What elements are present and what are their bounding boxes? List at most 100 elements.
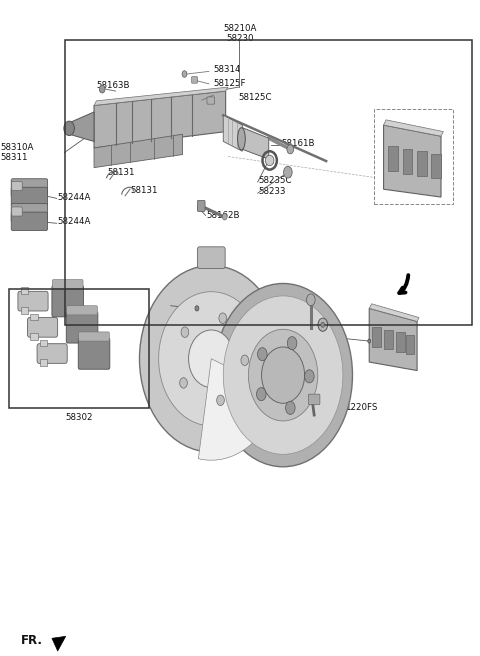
Polygon shape xyxy=(384,125,441,197)
Circle shape xyxy=(258,348,267,361)
FancyBboxPatch shape xyxy=(78,338,110,369)
Ellipse shape xyxy=(265,155,274,166)
Text: 58244A: 58244A xyxy=(57,217,91,226)
Circle shape xyxy=(99,85,105,93)
Text: 58131: 58131 xyxy=(131,186,158,195)
FancyBboxPatch shape xyxy=(11,203,48,222)
Ellipse shape xyxy=(140,266,283,452)
Bar xyxy=(388,146,398,171)
FancyBboxPatch shape xyxy=(279,344,297,374)
Ellipse shape xyxy=(214,283,352,467)
FancyBboxPatch shape xyxy=(192,77,197,83)
Text: 58302: 58302 xyxy=(65,413,93,422)
FancyBboxPatch shape xyxy=(18,291,48,311)
Ellipse shape xyxy=(64,121,74,136)
Ellipse shape xyxy=(248,329,318,421)
FancyBboxPatch shape xyxy=(37,344,67,363)
Bar xyxy=(372,327,381,346)
Bar xyxy=(9,289,149,408)
FancyBboxPatch shape xyxy=(11,187,48,205)
Wedge shape xyxy=(198,359,281,461)
Circle shape xyxy=(286,401,295,415)
Bar xyxy=(432,154,441,178)
Text: 58131: 58131 xyxy=(107,168,134,176)
Polygon shape xyxy=(384,120,444,136)
Bar xyxy=(417,151,427,176)
Text: 1351JD: 1351JD xyxy=(302,311,333,320)
FancyBboxPatch shape xyxy=(197,200,205,211)
Circle shape xyxy=(287,145,294,154)
Circle shape xyxy=(256,388,266,401)
Text: 58210A: 58210A xyxy=(223,24,257,33)
FancyBboxPatch shape xyxy=(11,212,48,230)
Text: 58311: 58311 xyxy=(0,154,28,162)
Text: FR.: FR. xyxy=(21,634,43,647)
Circle shape xyxy=(284,167,292,178)
Bar xyxy=(384,330,393,350)
Text: 58161B: 58161B xyxy=(282,139,315,148)
Text: 58243A: 58243A xyxy=(172,297,205,306)
Text: 58310A: 58310A xyxy=(0,143,34,152)
Bar xyxy=(396,333,405,352)
Circle shape xyxy=(216,395,224,405)
Polygon shape xyxy=(94,91,226,148)
FancyBboxPatch shape xyxy=(66,312,98,343)
Bar xyxy=(406,335,414,354)
Bar xyxy=(40,359,47,366)
Polygon shape xyxy=(223,115,242,152)
Ellipse shape xyxy=(158,292,264,426)
FancyBboxPatch shape xyxy=(309,394,320,405)
Circle shape xyxy=(182,71,187,77)
Bar xyxy=(374,109,453,203)
FancyBboxPatch shape xyxy=(27,318,58,337)
Text: 58314: 58314 xyxy=(214,65,241,74)
Ellipse shape xyxy=(223,296,343,455)
FancyBboxPatch shape xyxy=(12,181,22,190)
Text: 51711: 51711 xyxy=(282,297,310,306)
Circle shape xyxy=(180,378,187,388)
FancyBboxPatch shape xyxy=(11,178,48,197)
Circle shape xyxy=(307,294,315,306)
Polygon shape xyxy=(369,304,419,321)
Bar xyxy=(403,148,412,174)
Polygon shape xyxy=(94,87,228,106)
Ellipse shape xyxy=(238,128,245,150)
Text: 1220FS: 1220FS xyxy=(345,403,378,413)
Text: 58233: 58233 xyxy=(258,188,286,196)
Circle shape xyxy=(318,318,327,331)
Polygon shape xyxy=(72,112,94,142)
Ellipse shape xyxy=(189,330,234,388)
FancyBboxPatch shape xyxy=(52,285,84,317)
Text: 58244: 58244 xyxy=(172,306,200,315)
Circle shape xyxy=(241,355,249,365)
Text: 58162B: 58162B xyxy=(206,211,240,220)
FancyBboxPatch shape xyxy=(207,97,215,104)
Bar xyxy=(30,333,37,340)
Polygon shape xyxy=(369,308,417,371)
Bar xyxy=(21,287,28,294)
Text: 58230: 58230 xyxy=(226,33,254,43)
Text: 58235C: 58235C xyxy=(258,176,292,185)
Text: 58411B: 58411B xyxy=(282,327,316,337)
Polygon shape xyxy=(242,128,269,159)
Circle shape xyxy=(321,322,324,327)
FancyBboxPatch shape xyxy=(12,207,22,216)
Circle shape xyxy=(222,213,227,220)
Bar xyxy=(40,340,47,346)
Text: 58163B: 58163B xyxy=(96,81,130,91)
Circle shape xyxy=(195,306,199,311)
FancyBboxPatch shape xyxy=(52,279,83,289)
Bar xyxy=(30,314,37,320)
Text: 58125C: 58125C xyxy=(239,93,272,102)
Circle shape xyxy=(181,327,189,337)
FancyBboxPatch shape xyxy=(79,332,109,341)
Text: 58125F: 58125F xyxy=(214,79,246,88)
Bar xyxy=(21,307,28,314)
Polygon shape xyxy=(94,134,182,168)
Text: 58244A: 58244A xyxy=(57,193,91,201)
FancyBboxPatch shape xyxy=(67,306,97,315)
Circle shape xyxy=(368,339,371,343)
Bar xyxy=(65,40,472,325)
FancyBboxPatch shape xyxy=(197,247,225,268)
Circle shape xyxy=(219,313,227,323)
